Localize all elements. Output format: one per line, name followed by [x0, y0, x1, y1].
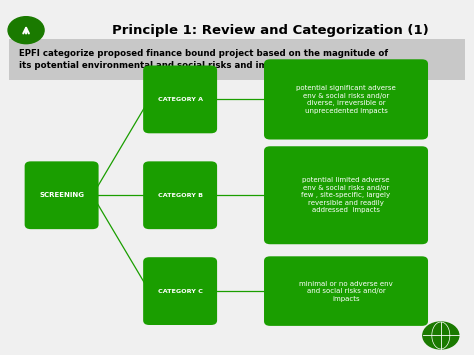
Circle shape — [423, 322, 459, 349]
Text: CATEGORY B: CATEGORY B — [158, 193, 202, 198]
Circle shape — [8, 17, 44, 44]
Text: potential significant adverse
env & social risks and/or
diverse, irreversible or: potential significant adverse env & soci… — [296, 85, 396, 114]
FancyBboxPatch shape — [143, 161, 217, 229]
Text: potential limited adverse
env & social risks and/or
few , site-specific, largely: potential limited adverse env & social r… — [301, 177, 391, 213]
Text: EPFI categorize proposed finance bound project based on the magnitude of
its pot: EPFI categorize proposed finance bound p… — [19, 49, 388, 70]
Text: Principle 1: Review and Categorization (1): Principle 1: Review and Categorization (… — [112, 24, 428, 37]
FancyBboxPatch shape — [264, 256, 428, 326]
Text: CATEGORY A: CATEGORY A — [158, 97, 202, 102]
Text: minimal or no adverse env
and social risks and/or
impacts: minimal or no adverse env and social ris… — [299, 280, 393, 302]
FancyBboxPatch shape — [143, 66, 217, 133]
FancyBboxPatch shape — [264, 59, 428, 140]
FancyBboxPatch shape — [143, 257, 217, 325]
FancyBboxPatch shape — [25, 161, 99, 229]
Text: SCREENING: SCREENING — [39, 192, 84, 198]
FancyBboxPatch shape — [9, 39, 465, 80]
Text: CATEGORY C: CATEGORY C — [158, 289, 202, 294]
FancyBboxPatch shape — [264, 146, 428, 244]
